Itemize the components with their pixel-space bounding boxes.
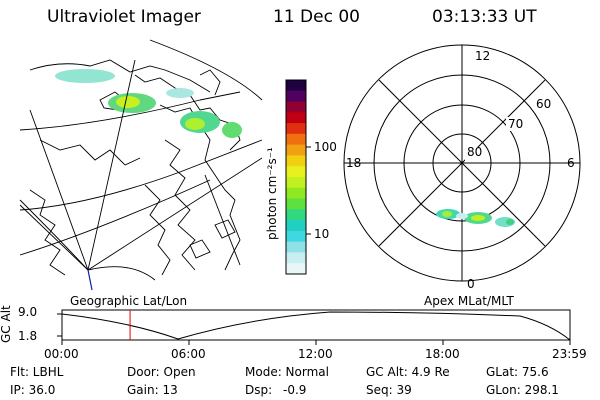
info-flt: Flt: LBHL [10, 365, 64, 379]
info-glon: GLon: 298.1 [486, 383, 559, 397]
info-dsp-label: Dsp: [245, 383, 273, 397]
colorbar-segment [286, 209, 306, 221]
info-glat: GLat: 75.6 [486, 365, 549, 379]
colorbar-segment [286, 112, 306, 124]
time-label: 03:13:33 UT [432, 7, 537, 27]
info-door: Door: Open [127, 365, 196, 379]
colorbar-segment [286, 166, 306, 178]
polar-aurora-oval [436, 209, 515, 227]
altitude-ylabel: GC Alt [0, 305, 13, 343]
instrument-title: Ultraviolet Imager [47, 7, 201, 27]
info-seq: Seq: 39 [366, 383, 412, 397]
geo-aurora-patches [55, 69, 242, 138]
geographic-label: Geographic Lat/Lon [70, 294, 188, 308]
mlt-label-18: 18 [346, 156, 362, 170]
colorbar-tick-10: 10 [314, 227, 330, 241]
xtick-1800: 18:00 [425, 347, 460, 361]
colorbar-segment [286, 263, 306, 275]
xtick-0000: 00:00 [44, 347, 79, 361]
colorbar-segment [286, 123, 306, 135]
colorbar-segment [286, 198, 306, 210]
ytick-1-8: 1.8 [18, 329, 38, 343]
colorbar-segment [286, 101, 306, 113]
info-gain: Gain: 13 [127, 383, 178, 397]
xtick-0600: 06:00 [171, 347, 206, 361]
mlt-label-12: 12 [475, 49, 491, 63]
colorbar-segment [286, 187, 306, 200]
mlat-label-70: 70 [508, 117, 524, 131]
info-mode: Mode: Normal [245, 365, 329, 379]
colorbar-segment [286, 252, 306, 264]
info-dsp-value: -0.9 [283, 383, 307, 397]
info-gc-alt: GC Alt: 4.9 Re [366, 365, 450, 379]
colorbar-segment [286, 90, 306, 103]
colorbar-segment [286, 230, 306, 243]
date-label: 11 Dec 00 [273, 7, 360, 27]
info-ip: IP: 36.0 [10, 383, 56, 397]
xtick-2359: 23:59 [552, 347, 587, 361]
colorbar-segment [286, 144, 306, 156]
mlt-label-0: 0 [467, 277, 475, 291]
colorbar-segment [286, 177, 306, 189]
ytick-9: 9.0 [18, 305, 38, 319]
latlon-grid [19, 39, 263, 291]
xtick-1200: 12:00 [298, 347, 333, 361]
colorbar-tick-100: 100 [314, 140, 337, 154]
colorbar-segment [286, 220, 306, 232]
mlat-label-80: 80 [467, 145, 483, 159]
mlt-label-6: 6 [567, 156, 575, 170]
colorbar-segment [286, 133, 306, 146]
mlat-label-60: 60 [536, 97, 552, 111]
colorbar-segment [286, 155, 306, 167]
colorbar-segment [286, 80, 306, 92]
apex-label: Apex MLat/MLT [424, 294, 514, 308]
colorbar-segment [286, 241, 306, 253]
